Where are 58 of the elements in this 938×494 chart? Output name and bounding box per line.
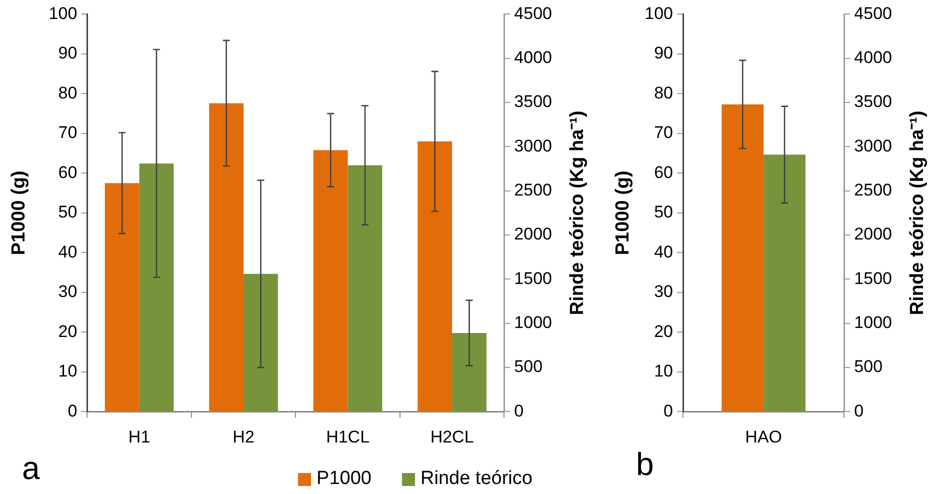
y2-tick-label: 1500 [514,268,552,288]
y-tick-label: 100 [48,4,78,23]
y2-tick-label: 3000 [854,136,892,156]
y-tick-label: 0 [664,401,673,420]
y2-tick-label: 0 [514,401,524,420]
y-tick-label: 30 [654,282,673,302]
y2-tick-label: 1000 [854,312,892,332]
text: a [22,450,40,486]
x-tick-label: HAO [745,427,782,446]
y2-tick-label: 500 [514,357,543,376]
y-tick-label: 0 [68,401,78,420]
y-tick-label: 20 [58,322,78,341]
y2-tick-label: 3500 [854,92,892,112]
bar [452,333,486,412]
y2-tick-label: 4000 [514,48,552,68]
x-tick-label: H1CL [326,427,370,446]
bar [209,103,244,412]
y2-axis-title: Rinde teórico (Kg ha⁻¹) [567,110,588,316]
y-tick-label: 50 [58,202,78,222]
y2-tick-label: 1500 [854,268,892,288]
y2-axis-title: Rinde teórico (Kg ha⁻¹) [907,110,928,316]
y-axis-title: P1000 (g) [8,170,30,256]
y-tick-label: 10 [654,362,673,381]
y2-tick-label: 4500 [854,4,892,23]
legend-label: Rinde teórico [420,468,532,490]
y-tick-label: 70 [58,123,78,142]
y2-tick-label: 2500 [514,180,552,200]
y-tick-label: 10 [58,362,78,381]
y-tick-label: 90 [58,44,78,63]
y2-tick-label: 3500 [514,92,552,112]
y2-tick-label: 2500 [854,180,892,200]
y-tick-label: 20 [654,322,673,341]
y-tick-label: 60 [58,162,78,182]
x-tick-label: H1 [128,427,150,446]
text: b [636,446,654,482]
x-tick-label: H2 [232,427,254,446]
y-tick-label: 90 [654,44,673,63]
y-tick-label: 60 [654,162,673,182]
y-tick-label: 50 [654,202,673,222]
legend-label: P1000 [316,468,372,490]
y2-tick-label: 2000 [514,224,552,244]
y2-tick-label: 500 [854,357,883,376]
y-tick-label: 80 [654,83,673,102]
y2-tick-label: 1000 [514,312,552,332]
y2-tick-label: 2000 [854,224,892,244]
y-tick-label: 40 [58,242,78,262]
y-tick-label: 30 [58,282,78,302]
y-tick-label: 70 [654,123,673,142]
bar [418,141,452,412]
y2-tick-label: 4000 [854,48,892,68]
x-tick-label: H2CL [430,427,474,446]
y2-tick-label: 3000 [514,136,552,156]
y-tick-label: 80 [58,83,78,102]
y-axis-title: P1000 (g) [612,170,634,256]
y-tick-label: 100 [644,4,673,23]
y2-tick-label: 4500 [514,4,552,23]
y2-tick-label: 0 [854,401,864,420]
y-tick-label: 40 [654,242,673,262]
